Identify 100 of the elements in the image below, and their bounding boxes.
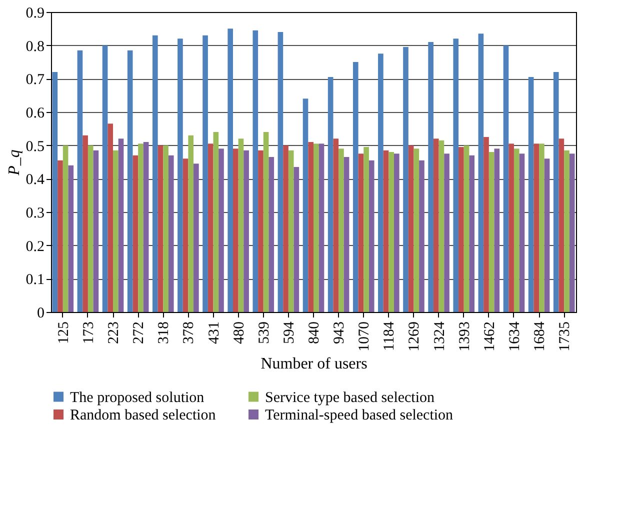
bar bbox=[178, 38, 183, 312]
x-tick-label: 378 bbox=[181, 322, 198, 344]
bar bbox=[508, 144, 514, 312]
bar bbox=[553, 72, 559, 312]
bar bbox=[444, 154, 450, 312]
legend-label: Service type based selection bbox=[265, 390, 436, 406]
x-tick-label: 539 bbox=[256, 322, 272, 344]
bar bbox=[163, 145, 168, 312]
bar bbox=[68, 165, 74, 312]
bar bbox=[383, 150, 389, 312]
y-tick-label: 0.2 bbox=[26, 238, 44, 255]
bar bbox=[138, 144, 144, 312]
x-tick-label: 1684 bbox=[532, 321, 548, 352]
bar bbox=[228, 28, 233, 312]
bar bbox=[77, 50, 83, 312]
bar bbox=[503, 45, 509, 312]
bar bbox=[352, 62, 358, 312]
bar bbox=[338, 148, 344, 312]
legend-label: The proposed solution bbox=[70, 390, 205, 406]
x-tick-label: 840 bbox=[306, 322, 322, 344]
bar bbox=[408, 145, 414, 312]
bar bbox=[414, 148, 420, 312]
bar bbox=[244, 150, 249, 312]
bar bbox=[238, 138, 244, 312]
bar bbox=[52, 72, 58, 312]
legend-label: Terminal-speed based selection bbox=[265, 408, 454, 424]
bar bbox=[333, 138, 339, 312]
bar bbox=[182, 158, 188, 312]
bar bbox=[283, 145, 288, 312]
bar bbox=[62, 145, 68, 312]
bar bbox=[58, 160, 63, 312]
bar bbox=[469, 155, 475, 312]
x-tick-label: 272 bbox=[131, 322, 148, 344]
bar bbox=[294, 167, 300, 312]
bar bbox=[108, 124, 114, 312]
bar bbox=[328, 77, 334, 312]
y-tick-label: 0.4 bbox=[26, 172, 45, 188]
bar bbox=[528, 77, 534, 312]
bar bbox=[534, 144, 540, 312]
bar bbox=[519, 154, 525, 312]
bar bbox=[478, 34, 484, 312]
legend-label: Random based selection bbox=[70, 408, 216, 424]
x-tick-label: 1324 bbox=[432, 321, 448, 352]
bar bbox=[539, 144, 544, 312]
y-tick-label: 0.7 bbox=[26, 72, 45, 88]
y-tick-label: 0.8 bbox=[26, 38, 44, 55]
x-tick-label: 173 bbox=[80, 322, 97, 344]
x-tick-label: 594 bbox=[281, 321, 298, 344]
bar bbox=[394, 154, 400, 312]
x-tick-label: 223 bbox=[106, 322, 122, 344]
x-tick-label: 1393 bbox=[456, 322, 473, 352]
bar bbox=[188, 135, 194, 312]
bar bbox=[88, 145, 94, 312]
bar bbox=[302, 98, 308, 312]
bar bbox=[344, 157, 350, 312]
bar bbox=[278, 32, 284, 312]
bar bbox=[358, 154, 364, 312]
bar bbox=[544, 158, 550, 312]
bar bbox=[252, 30, 258, 312]
bar bbox=[288, 150, 294, 312]
bar bbox=[464, 145, 470, 312]
bar bbox=[202, 35, 208, 312]
y-tick-label: 0 bbox=[37, 306, 44, 322]
bar bbox=[93, 150, 99, 312]
y-tick-label: 0.5 bbox=[26, 138, 44, 155]
bar bbox=[403, 47, 408, 312]
bar bbox=[364, 147, 369, 312]
bar bbox=[514, 148, 520, 312]
bar bbox=[263, 132, 269, 312]
bar bbox=[433, 138, 439, 312]
x-tick-label: 1184 bbox=[382, 321, 398, 351]
y-tick-label: 0.3 bbox=[26, 206, 44, 222]
x-tick-label: 480 bbox=[231, 322, 248, 344]
bar bbox=[494, 148, 500, 312]
x-tick-label: 1634 bbox=[506, 321, 523, 352]
bar bbox=[453, 38, 459, 312]
bar bbox=[558, 138, 564, 312]
bar bbox=[438, 140, 444, 312]
bar bbox=[419, 160, 424, 312]
x-tick-label: 318 bbox=[156, 322, 172, 344]
bar bbox=[314, 144, 319, 312]
bar bbox=[152, 35, 158, 312]
bar bbox=[308, 142, 314, 312]
bar bbox=[488, 152, 494, 312]
bar bbox=[388, 152, 394, 312]
bar bbox=[194, 164, 199, 312]
bar bbox=[158, 145, 164, 312]
y-tick-label: 0.6 bbox=[26, 106, 45, 122]
bar bbox=[484, 137, 489, 312]
bar bbox=[102, 45, 108, 312]
bar bbox=[258, 150, 264, 312]
bar bbox=[428, 42, 434, 312]
bar bbox=[218, 148, 224, 312]
bar bbox=[458, 147, 464, 312]
x-tick-label: 1269 bbox=[406, 322, 423, 352]
bar bbox=[569, 154, 575, 312]
y-tick-label: 0.1 bbox=[26, 272, 44, 288]
x-tick-label: 1462 bbox=[482, 322, 498, 352]
bar bbox=[378, 54, 384, 312]
bar bbox=[208, 144, 214, 312]
